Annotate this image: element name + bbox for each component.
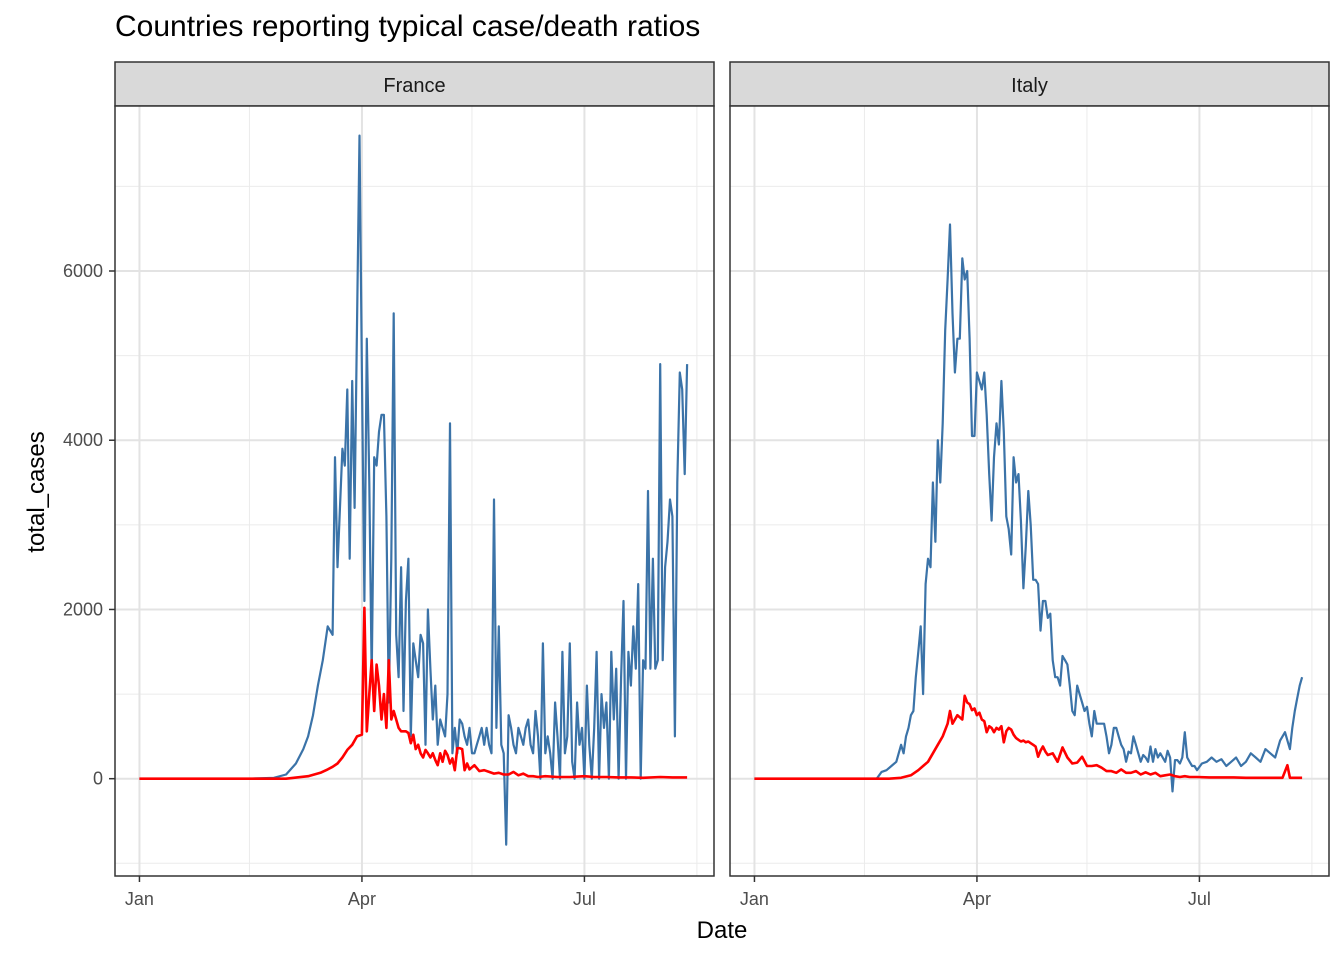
series-line-2 [139, 606, 688, 781]
y-tick-label: 4000 [63, 430, 103, 450]
facet-strip-label: Italy [1011, 75, 1048, 97]
x-axis-title: Date [697, 917, 748, 944]
facet-strip-label: France [383, 75, 445, 97]
series-line-1 [754, 223, 1304, 793]
series-line-2 [754, 694, 1303, 781]
facet-strip [729, 61, 1330, 107]
panel-border [729, 105, 1330, 877]
panel-italy: Italy Jan Apr Jul [729, 61, 1330, 909]
panel-france: France Jan Apr Jul 0 2000 4000 6000 [63, 61, 715, 909]
series-line-1 [139, 134, 689, 846]
chart-title: Countries reporting typical case/death r… [115, 10, 701, 43]
facet-strip [114, 61, 715, 107]
panel-background [115, 106, 714, 876]
x-tick-label: Apr [348, 889, 376, 909]
x-tick-label: Apr [963, 889, 991, 909]
y-axis-title: total_cases [23, 431, 50, 552]
y-tick-label: 2000 [63, 599, 103, 619]
chart-panels: France Jan Apr Jul 0 2000 4000 6000 Italy Jan Apr J… [63, 61, 1330, 909]
y-tick-label: 6000 [63, 261, 103, 281]
x-tick-label: Jan [125, 889, 154, 909]
y-tick-label: 0 [93, 769, 103, 789]
x-tick-label: Jan [740, 889, 769, 909]
x-tick-label: Jul [573, 889, 596, 909]
panel-border [114, 105, 715, 877]
panel-background [730, 106, 1329, 876]
x-tick-label: Jul [1188, 889, 1211, 909]
